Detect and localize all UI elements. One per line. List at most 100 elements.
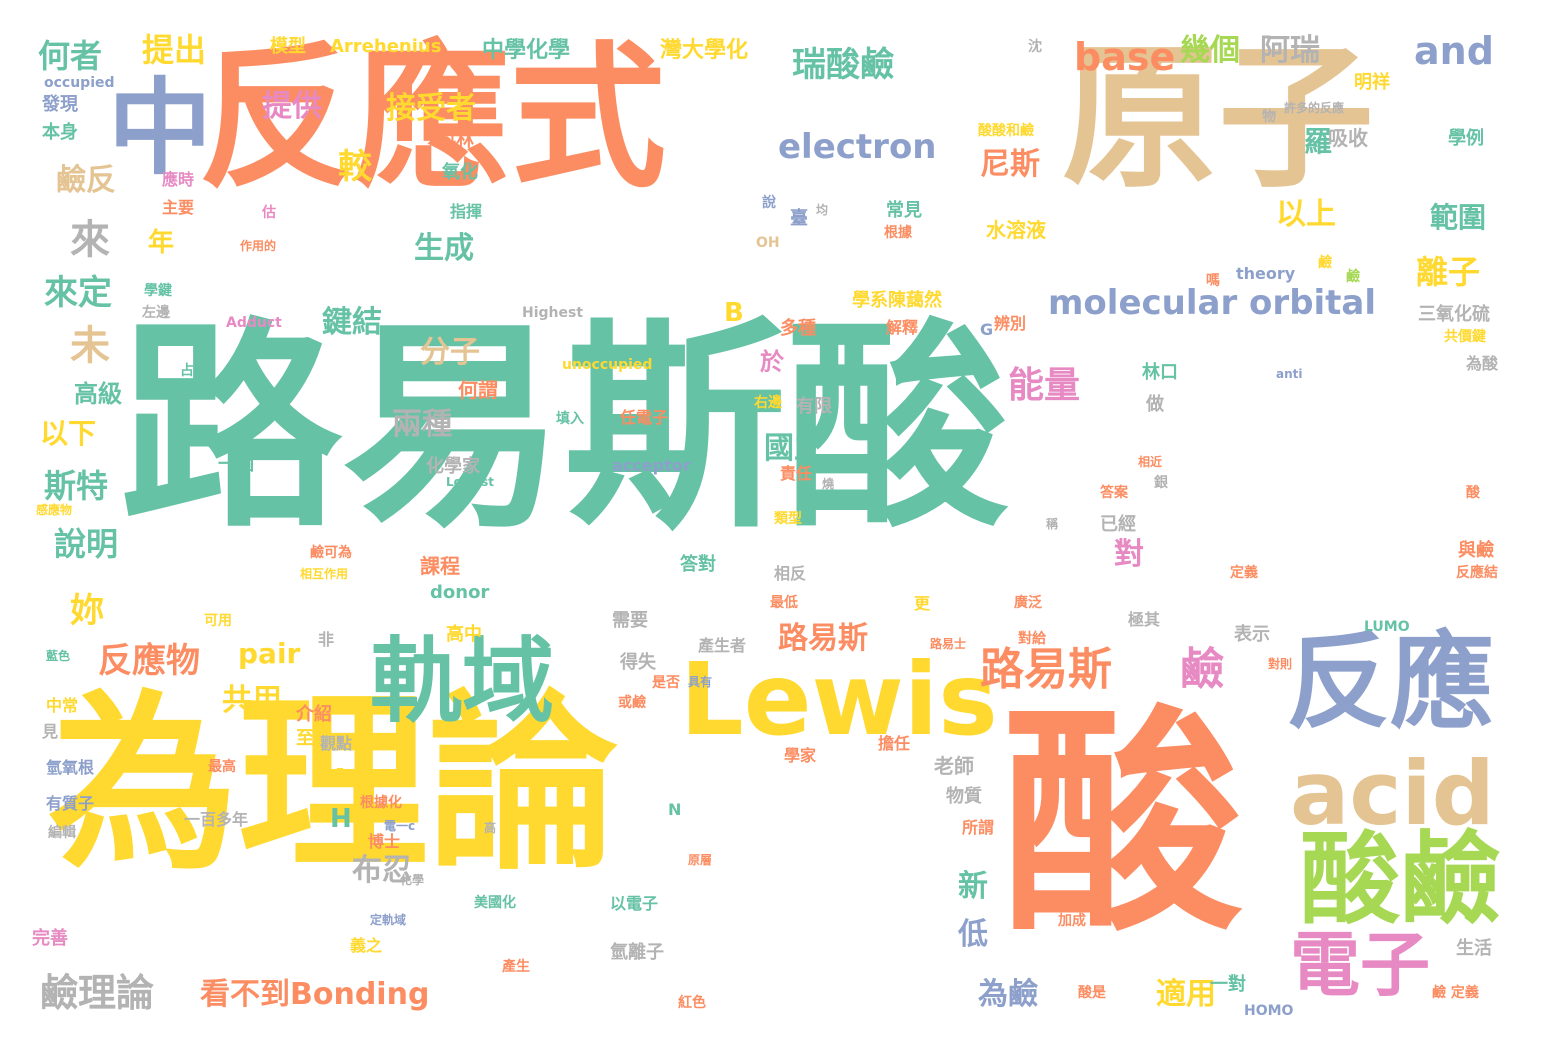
- cloud-word: 能量: [1008, 365, 1081, 406]
- cloud-word: 或鹼: [618, 695, 646, 711]
- cloud-word: 編輯: [48, 825, 76, 841]
- cloud-word: 有質子: [46, 794, 95, 813]
- cloud-word: 水溶液: [986, 218, 1046, 242]
- cloud-word: theory: [1236, 264, 1296, 283]
- cloud-word: 根據: [884, 225, 912, 241]
- cloud-word: 具有: [688, 675, 713, 689]
- cloud-word: 灣大學化: [660, 38, 749, 63]
- cloud-word: 斯特: [44, 467, 109, 505]
- cloud-word: Lewis: [680, 641, 998, 758]
- cloud-word: molecular orbital: [1048, 283, 1377, 323]
- cloud-word: 來: [70, 217, 110, 263]
- cloud-word: 沈: [1028, 39, 1042, 55]
- cloud-word: 中常: [46, 696, 79, 715]
- cloud-word: 低: [958, 917, 988, 952]
- cloud-word: 反應: [1286, 621, 1495, 743]
- cloud-word: 稱: [1046, 517, 1059, 531]
- cloud-word: 見: [42, 722, 59, 741]
- cloud-word: 一百多年: [184, 810, 249, 829]
- cloud-word: 根據化: [360, 795, 402, 811]
- cloud-word: 國立: [764, 431, 824, 466]
- cloud-word: LUMO: [1364, 619, 1410, 635]
- cloud-word: 鹼反: [56, 163, 116, 198]
- cloud-word: 估: [262, 205, 276, 221]
- cloud-word: 反應結: [1456, 565, 1498, 581]
- cloud-word: 學系陳藹然: [852, 290, 942, 311]
- cloud-word: 氫離子: [610, 942, 664, 963]
- cloud-word: N: [668, 800, 682, 819]
- cloud-word: 定軌域: [370, 913, 407, 927]
- cloud-word: 最低: [770, 595, 798, 611]
- cloud-word: 未: [70, 323, 110, 369]
- cloud-word: 原子: [1062, 27, 1374, 209]
- cloud-word: 類型: [774, 511, 802, 527]
- cloud-word: 電一c: [384, 819, 416, 833]
- cloud-word: 路易斯酸: [120, 300, 1008, 558]
- cloud-word: 是否: [652, 675, 680, 691]
- cloud-word: 完善: [32, 928, 68, 949]
- cloud-word: Adduct: [226, 315, 282, 331]
- cloud-word: 嗎: [1206, 273, 1220, 289]
- cloud-word: 三氧化硫: [1418, 304, 1490, 325]
- cloud-word: 相近: [1138, 455, 1163, 469]
- cloud-word: 看不到Bonding: [200, 977, 430, 1012]
- cloud-word: 分子: [420, 335, 480, 370]
- cloud-word: 路易士: [930, 637, 967, 651]
- cloud-word: 學家: [784, 746, 817, 765]
- cloud-word: 有限: [796, 396, 832, 417]
- cloud-word: 紅色: [678, 995, 706, 1011]
- cloud-word: donor: [430, 582, 490, 603]
- cloud-word: 右邊: [754, 395, 782, 411]
- cloud-word: 酸酸和鹼: [978, 123, 1034, 139]
- cloud-word: acceptor: [612, 456, 691, 475]
- cloud-word: 非: [318, 630, 335, 649]
- cloud-word: 可用: [204, 613, 232, 629]
- cloud-word: 許多的反應: [1284, 101, 1345, 115]
- cloud-word: 做: [1146, 394, 1164, 415]
- cloud-word: B: [724, 298, 744, 328]
- cloud-word: HOMO: [1244, 1003, 1294, 1019]
- cloud-word: 鹼: [1318, 255, 1332, 271]
- cloud-word: 於: [760, 348, 784, 376]
- cloud-word: 一對: [1210, 974, 1246, 995]
- cloud-word: 新: [958, 869, 988, 904]
- cloud-word: electron: [778, 127, 937, 167]
- cloud-word: 本身: [42, 122, 78, 143]
- cloud-word: acid: [1290, 742, 1495, 845]
- cloud-word: 共價鍵: [1444, 329, 1486, 345]
- cloud-word: 中學化學: [482, 38, 571, 63]
- cloud-word: 感應物: [36, 503, 73, 517]
- cloud-word: 所謂: [962, 818, 995, 837]
- cloud-word: 兩種: [392, 407, 452, 442]
- cloud-word: 美國化: [474, 895, 516, 911]
- cloud-word: 為理論: [48, 674, 619, 895]
- cloud-word: G: [980, 320, 994, 339]
- cloud-word: 反應式: [198, 27, 666, 209]
- cloud-word: 學例: [1448, 128, 1484, 149]
- cloud-word: 路易斯: [980, 644, 1112, 695]
- cloud-word: 路易斯: [778, 621, 868, 656]
- cloud-word: 一組: [170, 385, 198, 401]
- cloud-word: 尼斯: [980, 147, 1040, 182]
- cloud-word: 左邊: [142, 305, 170, 321]
- cloud-word: 羅: [1304, 125, 1333, 158]
- cloud-word: 高級: [74, 380, 122, 408]
- cloud-word: 老師: [934, 754, 974, 778]
- cloud-word: 發現: [42, 94, 78, 115]
- cloud-word: 酸: [1002, 684, 1243, 964]
- cloud-word: 生成: [414, 231, 474, 266]
- cloud-word: 林口: [1142, 362, 1178, 383]
- cloud-word: 軌域: [370, 628, 555, 735]
- cloud-word: 布忍: [352, 853, 412, 888]
- cloud-word: 表示: [1234, 624, 1270, 645]
- cloud-word: pair: [238, 637, 301, 670]
- cloud-word: 接受者: [386, 91, 476, 126]
- cloud-word: 鹼 定義: [1432, 985, 1479, 1001]
- cloud-word: 鹼: [1346, 269, 1360, 285]
- cloud-word: 原層: [688, 853, 713, 867]
- cloud-word: 較: [338, 147, 372, 187]
- cloud-word: 高中: [446, 624, 482, 645]
- cloud-word: 至少: [296, 728, 332, 749]
- cloud-word: 幾個: [1180, 33, 1240, 68]
